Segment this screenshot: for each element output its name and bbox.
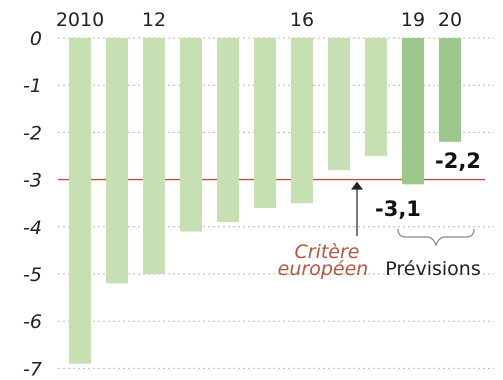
criterion-label-line1: Critère: [295, 241, 360, 263]
annotations: Critère européen Prévisions -3,1 -2,2: [278, 149, 481, 280]
bar: [291, 38, 313, 204]
x-tick-label: 19: [401, 9, 425, 31]
criterion-label-line2: européen: [278, 258, 369, 280]
x-tick-label: 2010: [56, 9, 104, 31]
x-tick-label: 16: [290, 9, 314, 31]
bar: [254, 38, 276, 208]
y-tick-label: -6: [23, 311, 42, 333]
x-tick-label: 12: [142, 9, 166, 31]
bar: [69, 38, 91, 364]
y-tick-label: -5: [23, 264, 42, 286]
forecast-brace: [397, 228, 475, 247]
bar: [365, 38, 387, 156]
arrow-head-icon: [351, 181, 363, 190]
y-tick-label: -7: [23, 358, 42, 380]
value-label: -2,2: [435, 149, 481, 173]
y-tick-label: 0: [30, 28, 42, 50]
bar: [217, 38, 239, 223]
y-axis: 0 -1 -2 -3 -4 -5 -6 -7: [23, 28, 42, 380]
y-tick-label: -2: [23, 122, 42, 144]
bar: [106, 38, 128, 284]
bars-group: [69, 38, 461, 364]
y-tick-label: -1: [23, 75, 42, 97]
bar: [143, 38, 165, 274]
y-tick-label: -3: [23, 170, 42, 192]
bar: [402, 38, 424, 185]
x-axis: 2010 12 16 19 20: [56, 9, 462, 31]
bar: [180, 38, 202, 232]
bar: [328, 38, 350, 171]
bar: [439, 38, 461, 142]
forecast-label: Prévisions: [385, 258, 480, 280]
x-tick-label: 20: [438, 9, 462, 31]
y-tick-label: -4: [23, 217, 42, 239]
value-label: -3,1: [375, 197, 421, 221]
